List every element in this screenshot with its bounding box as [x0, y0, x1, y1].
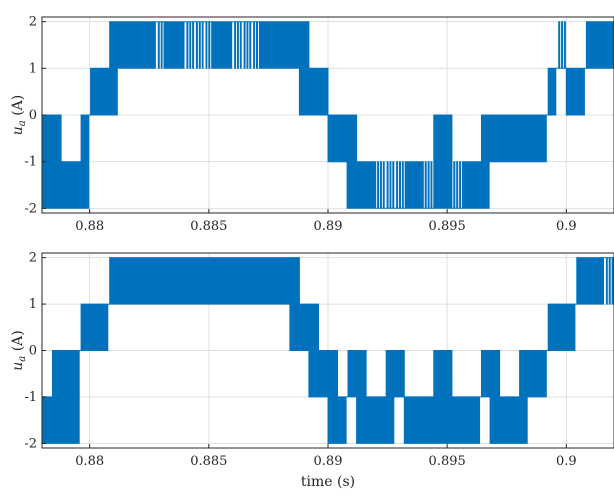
x-tick-label: 0.89 — [314, 219, 343, 234]
y-tick-label: 2 — [29, 15, 37, 30]
y-tick-label: 2 — [29, 251, 37, 266]
x-axis-label: time (s) — [301, 474, 355, 490]
y-tick-label: 0 — [29, 108, 37, 123]
x-tick-label: 0.885 — [190, 219, 227, 234]
x-tick-label: 0.89 — [314, 454, 343, 469]
x-tick-label: 0.895 — [429, 219, 466, 234]
y-tick-label: 1 — [29, 297, 37, 312]
x-tick-label: 0.9 — [556, 454, 577, 469]
x-tick-label: 0.895 — [429, 454, 466, 469]
y-tick-label: -1 — [24, 390, 37, 405]
series-line-1 — [42, 257, 614, 444]
y-tick-label: -2 — [24, 436, 37, 451]
x-tick-label: 0.9 — [556, 219, 577, 234]
x-tick-label: 0.885 — [190, 454, 227, 469]
y-tick-label: -1 — [24, 155, 37, 170]
chart-panel-1: 0.88 0.885 0.89 0.895 0.9 -2 -1 0 1 2 ua (A) — [10, 15, 614, 234]
y-tick-label: -2 — [24, 201, 37, 216]
x-tick-label: 0.88 — [75, 219, 104, 234]
y-axis-label: ua (A) — [10, 330, 28, 370]
y-tick-label: 1 — [29, 61, 37, 76]
series-line-1 — [42, 21, 614, 209]
chart-panel-2: 0.88 0.885 0.89 0.895 0.9 -2 -1 0 1 2 ua (A) time (… — [10, 251, 614, 490]
y-axis-label: ua (A) — [10, 95, 28, 135]
x-tick-label: 0.88 — [75, 454, 104, 469]
y-tick-label: 0 — [29, 344, 37, 359]
